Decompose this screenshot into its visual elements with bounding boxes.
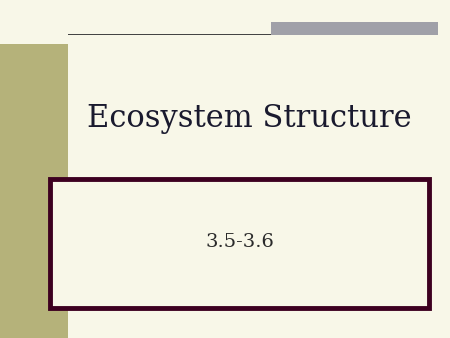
Text: Ecosystem Structure: Ecosystem Structure	[87, 103, 412, 134]
FancyBboxPatch shape	[271, 22, 438, 35]
FancyBboxPatch shape	[68, 34, 271, 35]
FancyBboxPatch shape	[0, 44, 68, 338]
FancyBboxPatch shape	[50, 179, 429, 308]
Text: 3.5-3.6: 3.5-3.6	[205, 233, 274, 251]
